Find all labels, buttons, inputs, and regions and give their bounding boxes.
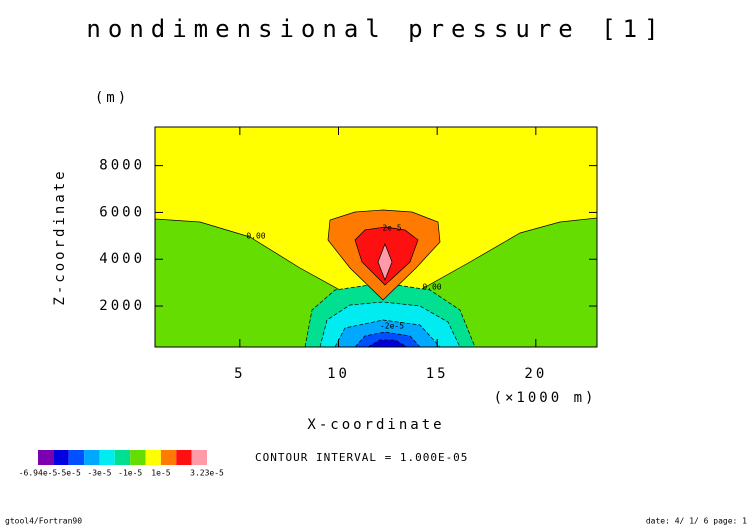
y-axis-title: Z-coordinate xyxy=(52,168,68,305)
colorbar-box xyxy=(176,450,192,465)
colorbar-box xyxy=(53,450,69,465)
plot-frame xyxy=(154,126,598,348)
colorbar-box xyxy=(99,450,115,465)
x-axis-title: X-coordinate xyxy=(307,417,444,433)
y-tick-label: 6000 xyxy=(99,204,145,220)
x-tick-label: 10 xyxy=(327,366,350,382)
colorbar-label: -6.94e-5 xyxy=(19,469,58,478)
x-tick-label: 15 xyxy=(426,366,449,382)
colorbar-box xyxy=(68,450,85,465)
colorbar-box xyxy=(130,450,146,465)
colorbar-label: -3e-5 xyxy=(87,469,111,478)
contour-label: 0.00 xyxy=(246,232,265,241)
y-unit: (m) xyxy=(95,90,129,106)
colorbar-box xyxy=(114,450,131,465)
y-tick-label: 4000 xyxy=(99,251,145,267)
colorbar-label: -1e-5 xyxy=(118,469,142,478)
contour-label: 0.00 xyxy=(422,283,441,292)
colorbar-label: 1e-5 xyxy=(151,469,170,478)
colorbar-box xyxy=(145,450,161,465)
y-tick-label: 8000 xyxy=(99,158,145,174)
plot-area: 0.00 2e-5 -2e-5 0.00 xyxy=(154,126,598,348)
chart-title: nondimensional pressure [1] xyxy=(86,15,665,43)
y-tick-label: 2000 xyxy=(99,298,145,314)
contour-interval: CONTOUR INTERVAL = 1.000E-05 xyxy=(255,451,468,464)
contour-label: 2e-5 xyxy=(382,224,401,233)
footer-right: date: 4/ 1/ 6 page: 1 xyxy=(646,517,747,526)
colorbar-label: 3.23e-5 xyxy=(190,469,224,478)
colorbar-label: -5e-5 xyxy=(57,469,81,478)
colorbar-box xyxy=(191,450,207,465)
colorbar-box xyxy=(160,450,177,465)
colorbar-box xyxy=(84,450,100,465)
footer-left: gtool4/Fortran90 xyxy=(5,517,82,526)
colorbar-box xyxy=(38,450,54,465)
contour-label: -2e-5 xyxy=(380,322,404,331)
x-tick-label: 20 xyxy=(524,366,547,382)
x-unit: (×1000 m) xyxy=(494,390,597,406)
contour-region xyxy=(377,243,393,281)
x-tick-label: 5 xyxy=(234,366,245,382)
